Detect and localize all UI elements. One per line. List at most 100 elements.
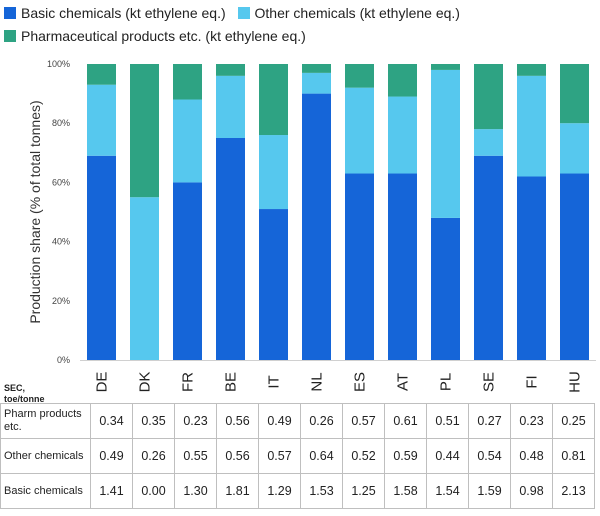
table-cell: 2.13	[552, 473, 595, 509]
table-cell: 0.48	[510, 438, 553, 474]
bar-de-series-1	[87, 84, 116, 156]
table-cell: 1.54	[426, 473, 469, 509]
table-cell: 0.57	[258, 438, 301, 474]
y-tick-label: 80%	[52, 118, 70, 128]
x-tick-label: ES	[352, 372, 369, 392]
bar-es-series-2	[345, 64, 374, 88]
bar-at-series-1	[388, 96, 417, 174]
bar-hu-series-1	[560, 123, 589, 174]
legend-item-basic-chemicals: Basic chemicals (kt ethylene eq.)	[4, 2, 226, 24]
bar-fr-series-1	[173, 99, 202, 183]
chart-legend: Basic chemicals (kt ethylene eq.) Other …	[4, 2, 594, 48]
y-tick-label: 40%	[52, 237, 70, 247]
y-tick-label: 60%	[52, 177, 70, 187]
table-cell: 0.49	[90, 438, 133, 474]
table-cell: 1.41	[90, 473, 133, 509]
table-row: Pharm products etc. 0.34 0.35 0.23 0.56 0.49 0…	[0, 403, 595, 439]
bar-de-series-0	[87, 155, 116, 360]
x-tick-label: DK	[137, 372, 154, 393]
table-cell: 1.59	[468, 473, 511, 509]
table-cell: 1.29	[258, 473, 301, 509]
bar-it-series-2	[259, 64, 288, 136]
bar-fi-series-1	[517, 75, 546, 177]
bar-se-series-1	[474, 129, 503, 156]
table-cell: 0.49	[258, 403, 301, 439]
bar-se-series-0	[474, 155, 503, 360]
bar-it-series-1	[259, 135, 288, 210]
table-cell: 0.64	[300, 438, 343, 474]
bar-se-series-2	[474, 64, 503, 130]
y-axis-label: Production share (% of total tonnes)	[27, 100, 43, 323]
sec-table: Pharm products etc. 0.34 0.35 0.23 0.56 0.49 0…	[0, 403, 595, 509]
bar-pl-series-0	[431, 217, 460, 360]
bar-es-series-0	[345, 173, 374, 360]
table-cell: 0.23	[510, 403, 553, 439]
bar-dk-series-1	[130, 197, 159, 360]
table-cell: 0.55	[174, 438, 217, 474]
y-tick-label: 20%	[52, 296, 70, 306]
x-tick-label: PL	[438, 373, 455, 391]
legend-swatch-other	[237, 7, 250, 19]
table-cell: 0.98	[510, 473, 553, 509]
x-tick-label: NL	[309, 372, 326, 391]
bar-be-series-1	[216, 75, 245, 138]
table-row: Other chemicals 0.49 0.26 0.55 0.56 0.57 0.64 0…	[0, 438, 595, 474]
table-cell: 0.27	[468, 403, 511, 439]
x-tick-label: FI	[524, 375, 541, 388]
table-cell: 0.61	[384, 403, 427, 439]
legend-item-pharma: Pharmaceutical products etc. (kt ethylen…	[4, 25, 306, 47]
bar-be-series-2	[216, 64, 245, 76]
table-cell: 0.52	[342, 438, 385, 474]
table-cell: 0.51	[426, 403, 469, 439]
legend-label-other: Other chemicals (kt ethylene eq.)	[254, 5, 460, 21]
legend-label-pharma: Pharmaceutical products etc. (kt ethylen…	[21, 28, 306, 44]
bar-it-series-0	[259, 209, 288, 360]
table-cell: 0.81	[552, 438, 595, 474]
x-tick-label: DE	[94, 372, 111, 393]
table-row-label: Pharm products etc.	[0, 403, 91, 439]
bar-fi-series-0	[517, 176, 546, 360]
bar-fr-series-2	[173, 64, 202, 100]
legend-swatch-pharma	[4, 30, 16, 42]
table-cell: 0.23	[174, 403, 217, 439]
x-tick-label: IT	[266, 375, 283, 388]
bar-be-series-0	[216, 138, 245, 360]
legend-swatch-basic	[4, 7, 16, 19]
bar-de-series-2	[87, 64, 116, 85]
table-cell: 0.59	[384, 438, 427, 474]
bar-fr-series-0	[173, 182, 202, 360]
x-tick-label: BE	[223, 372, 240, 392]
table-cell: 0.56	[216, 438, 259, 474]
bar-hu-series-2	[560, 64, 589, 124]
table-cell: 0.54	[468, 438, 511, 474]
table-cell: 0.56	[216, 403, 259, 439]
bar-dk-series-2	[130, 64, 159, 198]
table-cell: 1.53	[300, 473, 343, 509]
bar-pl-series-1	[431, 69, 460, 218]
bar-at-series-2	[388, 64, 417, 97]
bar-pl-series-2	[431, 64, 460, 70]
bar-fi-series-2	[517, 64, 546, 76]
y-tick-label: 100%	[47, 59, 70, 69]
x-tick-label: FR	[180, 372, 197, 392]
bar-nl-series-1	[302, 72, 331, 94]
y-tick-label: 0%	[57, 355, 70, 365]
table-cell: 1.81	[216, 473, 259, 509]
table-cell: 0.57	[342, 403, 385, 439]
legend-label-basic: Basic chemicals (kt ethylene eq.)	[21, 5, 226, 21]
bar-es-series-1	[345, 87, 374, 174]
x-tick-label: SE	[481, 372, 498, 392]
table-row-label: Basic chemicals	[0, 473, 91, 509]
table-cell: 1.25	[342, 473, 385, 509]
sec-table-header: SEC, toe/tonne	[4, 383, 45, 404]
legend-item-other-chemicals: Other chemicals (kt ethylene eq.)	[237, 2, 460, 24]
bar-nl-series-0	[302, 93, 331, 360]
bar-nl-series-2	[302, 64, 331, 73]
table-cell: 1.30	[174, 473, 217, 509]
bar-hu-series-0	[560, 173, 589, 360]
table-row: Basic chemicals 1.41 0.00 1.30 1.81 1.29 1.53 1…	[0, 473, 595, 509]
table-cell: 0.00	[132, 473, 175, 509]
stacked-bar-chart: 0% 20% 40% 60% 80% 100% Production share (% of…	[27, 59, 596, 393]
x-tick-label: HU	[567, 371, 584, 393]
table-cell: 0.26	[300, 403, 343, 439]
